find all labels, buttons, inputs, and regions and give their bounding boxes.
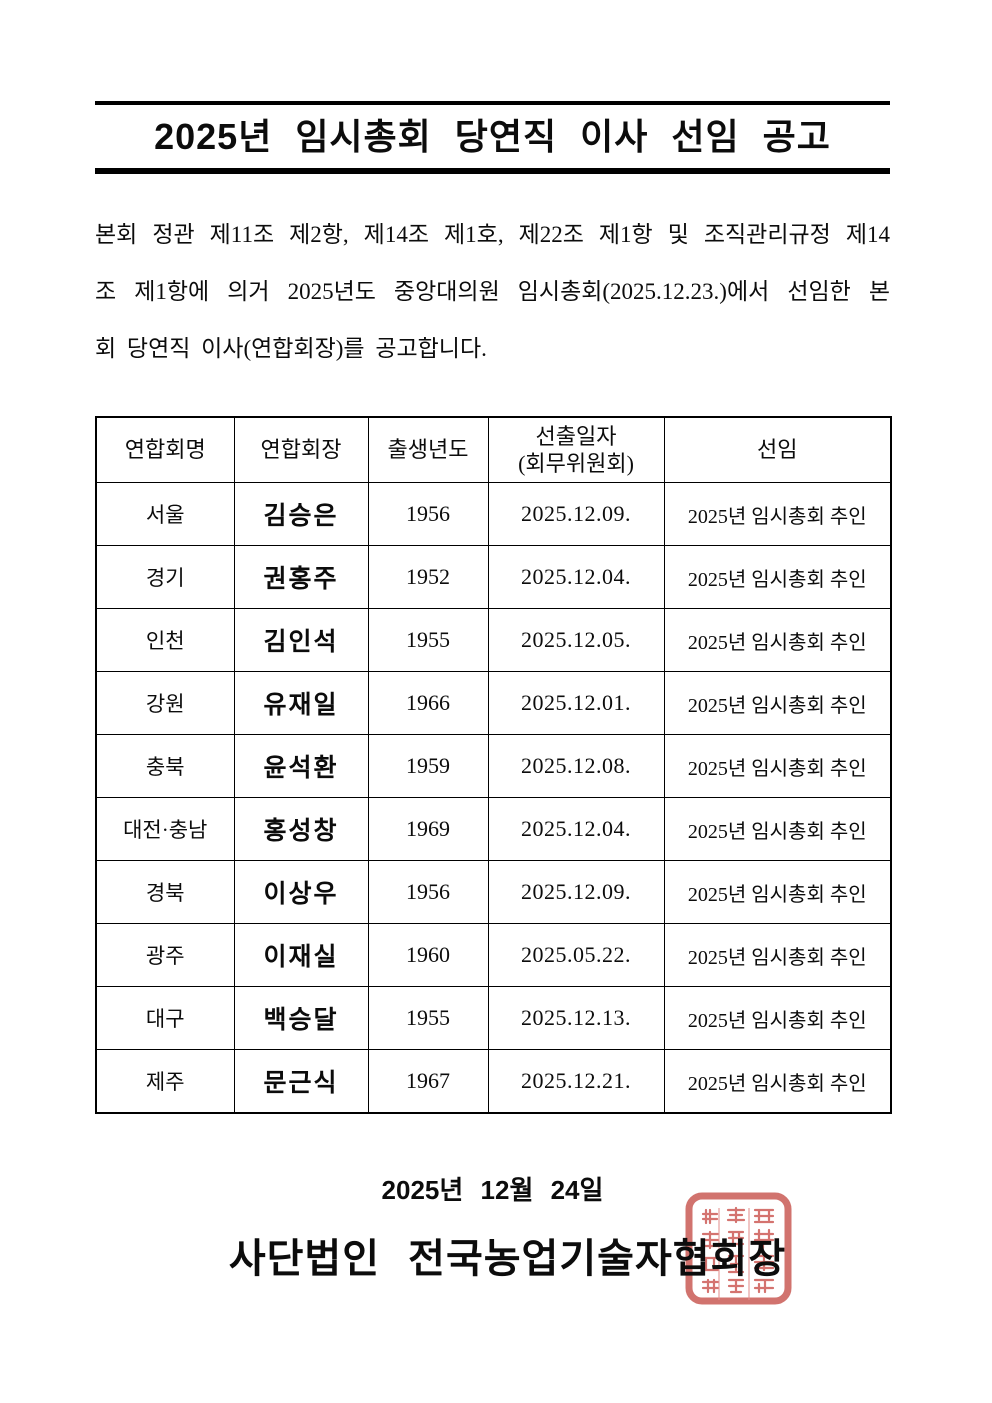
cell-election-date: 2025.12.09. — [487, 482, 665, 546]
cell-election-date: 2025.12.01. — [487, 671, 665, 735]
cell-president: 권홍주 — [233, 545, 369, 609]
cell-region: 서울 — [95, 482, 235, 546]
cell-appointment: 2025년 임시총회 추인 — [663, 986, 892, 1050]
table-row: 대구 백승달 1955 2025.12.13. 2025년 임시총회 추인 — [95, 986, 892, 1050]
header-appointment: 선임 — [663, 416, 892, 483]
header-president: 연합회장 — [233, 416, 369, 483]
cell-birth-year: 1960 — [367, 923, 489, 987]
cell-appointment: 2025년 임시총회 추인 — [663, 608, 892, 672]
cell-region: 경북 — [95, 860, 235, 924]
title-rule-top — [95, 101, 890, 105]
cell-election-date: 2025.05.22. — [487, 923, 665, 987]
header-election-date: 선출일자 (회무위원회) — [487, 416, 665, 483]
cell-appointment: 2025년 임시총회 추인 — [663, 860, 892, 924]
body-line: 회 당연직 이사(연합회장)를 공고합니다. — [95, 336, 487, 361]
cell-election-date: 2025.12.04. — [487, 545, 665, 609]
cell-birth-year: 1966 — [367, 671, 489, 735]
cell-president: 이재실 — [233, 923, 369, 987]
cell-birth-year: 1956 — [367, 860, 489, 924]
red-seal-stamp — [685, 1192, 792, 1305]
directors-table: 연합회명 연합회장 출생년도 선출일자 (회무위원회) 선임 서울 김승은 19… — [95, 416, 892, 1114]
announcement-date: 2025년 12월 24일 — [381, 1175, 604, 1205]
cell-birth-year: 1967 — [367, 1049, 489, 1114]
cell-region: 충북 — [95, 734, 235, 798]
cell-election-date: 2025.12.04. — [487, 797, 665, 861]
cell-region: 인천 — [95, 608, 235, 672]
table-row: 강원 유재일 1966 2025.12.01. 2025년 임시총회 추인 — [95, 671, 892, 735]
table-header-row: 연합회명 연합회장 출생년도 선출일자 (회무위원회) 선임 — [95, 416, 892, 483]
cell-region: 대구 — [95, 986, 235, 1050]
cell-president: 김승은 — [233, 482, 369, 546]
cell-election-date: 2025.12.05. — [487, 608, 665, 672]
table-row: 경북 이상우 1956 2025.12.09. 2025년 임시총회 추인 — [95, 860, 892, 924]
cell-president: 홍성창 — [233, 797, 369, 861]
cell-birth-year: 1959 — [367, 734, 489, 798]
cell-birth-year: 1956 — [367, 482, 489, 546]
cell-president: 이상우 — [233, 860, 369, 924]
table-row: 인천 김인석 1955 2025.12.05. 2025년 임시총회 추인 — [95, 608, 892, 672]
cell-president: 윤석환 — [233, 734, 369, 798]
cell-appointment: 2025년 임시총회 추인 — [663, 671, 892, 735]
cell-birth-year: 1955 — [367, 986, 489, 1050]
body-paragraph: 본회 정관 제11조 제2항, 제14조 제1호, 제22조 제1항 및 조직관… — [95, 206, 890, 377]
cell-appointment: 2025년 임시총회 추인 — [663, 734, 892, 798]
table-row: 서울 김승은 1956 2025.12.09. 2025년 임시총회 추인 — [95, 482, 892, 546]
cell-president: 유재일 — [233, 671, 369, 735]
cell-appointment: 2025년 임시총회 추인 — [663, 797, 892, 861]
cell-region: 대전·충남 — [95, 797, 235, 861]
cell-region: 제주 — [95, 1049, 235, 1114]
title-rule-bottom — [95, 168, 890, 174]
cell-appointment: 2025년 임시총회 추인 — [663, 545, 892, 609]
cell-birth-year: 1955 — [367, 608, 489, 672]
table-row: 경기 권홍주 1952 2025.12.04. 2025년 임시총회 추인 — [95, 545, 892, 609]
table-row: 광주 이재실 1960 2025.05.22. 2025년 임시총회 추인 — [95, 923, 892, 987]
cell-president: 백승달 — [233, 986, 369, 1050]
cell-region: 강원 — [95, 671, 235, 735]
cell-election-date: 2025.12.13. — [487, 986, 665, 1050]
header-region: 연합회명 — [95, 416, 235, 483]
table-row: 제주 문근식 1967 2025.12.21. 2025년 임시총회 추인 — [95, 1049, 892, 1114]
cell-election-date: 2025.12.09. — [487, 860, 665, 924]
cell-president: 문근식 — [233, 1049, 369, 1114]
signature-line: 사단법인 전국농업기술자협회장 — [228, 1237, 787, 1281]
cell-election-date: 2025.12.08. — [487, 734, 665, 798]
body-line: 본회 정관 제11조 제2항, 제14조 제1호, 제22조 제1항 및 조직관… — [95, 222, 890, 247]
cell-birth-year: 1952 — [367, 545, 489, 609]
body-line: 조 제1항에 의거 2025년도 중앙대의원 임시총회(2025.12.23.)… — [95, 279, 890, 304]
cell-region: 광주 — [95, 923, 235, 987]
table-row: 대전·충남 홍성창 1969 2025.12.04. 2025년 임시총회 추인 — [95, 797, 892, 861]
cell-birth-year: 1969 — [367, 797, 489, 861]
page-title: 2025년 임시총회 당연직 이사 선임 공고 — [154, 116, 831, 157]
cell-president: 김인석 — [233, 608, 369, 672]
cell-election-date: 2025.12.21. — [487, 1049, 665, 1114]
table-row: 충북 윤석환 1959 2025.12.08. 2025년 임시총회 추인 — [95, 734, 892, 798]
header-birth-year: 출생년도 — [367, 416, 489, 483]
cell-appointment: 2025년 임시총회 추인 — [663, 482, 892, 546]
cell-appointment: 2025년 임시총회 추인 — [663, 923, 892, 987]
cell-appointment: 2025년 임시총회 추인 — [663, 1049, 892, 1114]
cell-region: 경기 — [95, 545, 235, 609]
